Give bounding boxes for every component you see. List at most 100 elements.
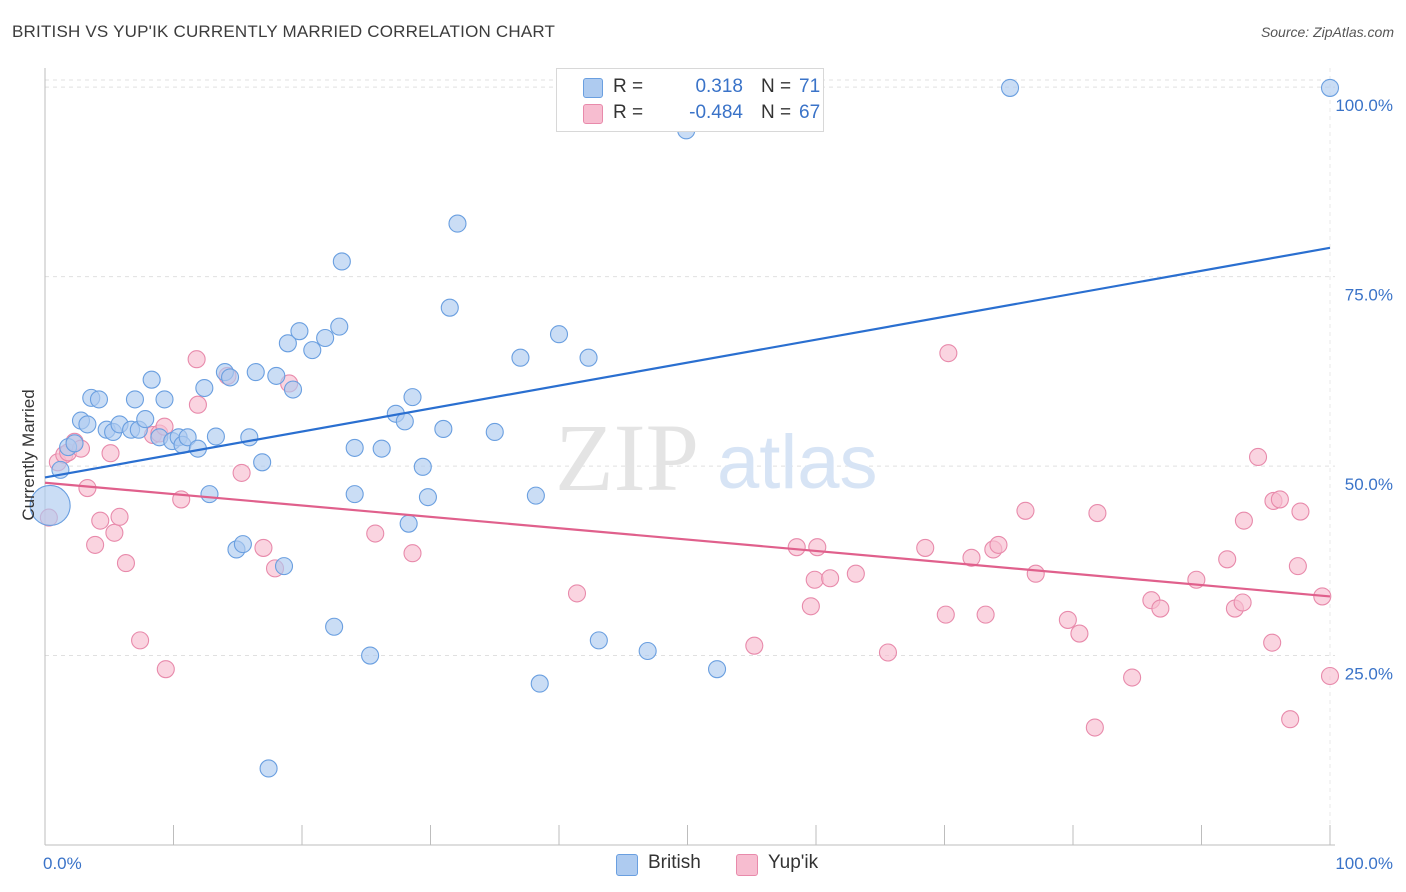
legend-r-value: 0.318 — [695, 76, 743, 97]
british-point — [345, 485, 364, 504]
yupik-point — [101, 444, 120, 463]
yupik-point — [156, 660, 175, 679]
yupik-point — [1026, 564, 1045, 583]
trend-lines — [44, 246, 1331, 598]
yupik-point — [131, 631, 150, 650]
y-tick-label: 25.0% — [1345, 665, 1393, 684]
yupik-point — [1016, 501, 1035, 520]
yupik-point — [976, 605, 995, 624]
british-point — [283, 380, 303, 399]
yupik-point — [110, 507, 129, 526]
british-point — [136, 410, 155, 429]
bottom-legend-label: British — [648, 852, 701, 873]
british-point — [549, 325, 569, 344]
yupik-point — [936, 605, 955, 624]
yupik-point — [1263, 633, 1282, 652]
legend-r-label: R = — [613, 102, 644, 123]
yupik-point — [989, 535, 1008, 554]
watermark-atlas: atlas — [717, 420, 878, 505]
british-point — [403, 388, 422, 407]
yupik-point — [1270, 490, 1289, 509]
british-point — [345, 438, 364, 457]
yupik-point — [1281, 710, 1300, 729]
yupik-point — [787, 538, 806, 557]
british-point — [440, 298, 459, 317]
british-point — [418, 488, 437, 507]
british-point — [1320, 78, 1340, 97]
yupik-swatch — [736, 854, 758, 876]
british-point — [579, 348, 598, 367]
y-axis-label: Currently Married — [19, 389, 38, 520]
yupik-point — [1070, 624, 1089, 643]
yupik-point — [1288, 557, 1307, 576]
british-point — [399, 514, 418, 533]
x-tick-label: 0.0% — [43, 854, 82, 873]
yupik-point — [801, 597, 820, 616]
legend-n-value: 71 — [799, 76, 821, 97]
british-point — [220, 368, 240, 387]
british-point — [316, 328, 335, 348]
yupik-point — [116, 554, 136, 573]
y-tick-label: 50.0% — [1345, 475, 1393, 494]
british-point — [413, 457, 432, 476]
yupik-point — [86, 535, 105, 554]
british-point — [434, 419, 453, 438]
chart-title: BRITISH VS YUP'IK CURRENTLY MARRIED CORR… — [12, 22, 556, 41]
british-point — [142, 370, 161, 389]
yupik-swatch — [583, 104, 603, 124]
british-point — [708, 660, 727, 679]
yupik-point — [939, 344, 958, 363]
yupik-point — [745, 636, 764, 655]
legend-n-value: 67 — [799, 102, 821, 123]
british-point — [267, 366, 286, 385]
british-point — [65, 434, 84, 453]
british-point — [638, 641, 657, 661]
legend-n-label: N = — [761, 76, 792, 97]
british-trend-line — [44, 246, 1331, 479]
british-point — [332, 252, 351, 271]
british-point — [530, 674, 549, 693]
yupik-point — [1151, 599, 1170, 618]
yupik-point — [916, 538, 935, 557]
grid-lines — [45, 79, 1335, 657]
yupik-point — [805, 570, 824, 589]
x-tick-label: 100.0% — [1335, 854, 1393, 873]
british-point — [29, 484, 71, 527]
british-point — [155, 390, 174, 409]
british-point — [200, 485, 219, 504]
british-point — [274, 557, 294, 576]
y-tick-label: 100.0% — [1335, 96, 1393, 115]
watermark: ZIP atlas — [555, 404, 878, 511]
yupik-point — [1291, 502, 1310, 521]
british-point — [278, 334, 297, 353]
british-point — [361, 646, 380, 665]
british-point — [178, 428, 197, 447]
yupik-point — [1233, 593, 1252, 612]
watermark-zip: ZIP — [555, 404, 699, 511]
yupik-point — [567, 584, 587, 603]
british-swatch — [616, 854, 638, 876]
correlation-legend: R = 0.318 N = 71 R = -0.484 N = 67 — [556, 68, 824, 132]
axes — [44, 68, 1335, 846]
yupik-trend-line — [44, 481, 1331, 598]
yupik-point — [846, 564, 865, 583]
yupik-point — [1248, 447, 1268, 467]
yupik-point — [1234, 511, 1253, 530]
british-point — [485, 422, 504, 442]
yupik-point — [105, 523, 124, 542]
yupik-point — [1085, 718, 1104, 737]
british-point — [511, 348, 530, 367]
british-point — [89, 390, 109, 409]
yupik-point — [1088, 504, 1107, 523]
british-point — [395, 412, 414, 431]
yupik-point — [1058, 610, 1077, 629]
british-point — [240, 428, 259, 447]
british-point — [1000, 78, 1020, 97]
british-point — [589, 631, 608, 650]
legend-r-label: R = — [613, 76, 644, 97]
british-point — [325, 617, 344, 636]
british-point — [78, 415, 97, 434]
legend-n-label: N = — [761, 102, 792, 123]
legend-r-value: -0.484 — [689, 102, 743, 123]
